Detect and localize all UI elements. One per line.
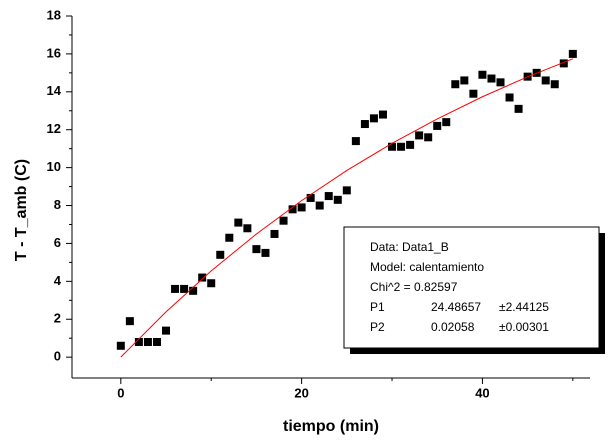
y-tick-label: 14 — [47, 83, 62, 98]
fit-param: ±2.44125 — [499, 300, 549, 314]
fit-chi: Chi^2 = 0.82597 — [370, 280, 458, 294]
fit-box: Data: Data1_B Model: calentamiento Chi^2 =… — [343, 226, 605, 354]
data-point — [207, 279, 216, 288]
data-point — [189, 286, 198, 295]
data-point — [288, 205, 297, 214]
y-tick-label: 8 — [54, 197, 61, 212]
data-point — [125, 317, 134, 326]
fit-box-frame — [343, 226, 600, 349]
fit-model: Model: calentamiento — [370, 260, 484, 274]
data-point — [134, 337, 143, 346]
data-point — [469, 89, 478, 98]
data-point — [487, 74, 496, 83]
y-tick-label: 10 — [47, 159, 61, 174]
data-point — [397, 142, 406, 151]
data-point — [180, 284, 189, 293]
data-point — [279, 216, 288, 225]
data-point — [351, 137, 360, 146]
data-point — [496, 78, 505, 87]
data-point — [451, 80, 460, 89]
x-tick-label: 20 — [294, 385, 308, 400]
data-point — [198, 273, 207, 282]
data-point — [143, 337, 152, 346]
data-point — [324, 192, 333, 201]
fit-param: 0.02058 — [431, 320, 475, 334]
data-point — [360, 120, 369, 129]
x-axis-label: tiempo (min) — [283, 418, 379, 435]
data-point — [162, 326, 171, 335]
data-point — [306, 193, 315, 202]
data-point — [568, 49, 577, 58]
fit-param: P2 — [370, 320, 385, 334]
data-point — [559, 59, 568, 68]
data-point — [369, 114, 378, 123]
data-point — [424, 133, 433, 142]
data-point — [505, 93, 514, 102]
fit-line — [120, 58, 574, 358]
data-point — [297, 203, 306, 212]
data-point — [270, 229, 279, 238]
data-point — [406, 140, 415, 149]
data-point — [378, 110, 387, 119]
data-point — [478, 70, 487, 79]
data-point — [442, 118, 451, 127]
data-point — [388, 142, 397, 151]
y-axis-label: T - T_amb (C) — [13, 159, 30, 261]
data-point — [216, 250, 225, 259]
x-tick-label: 40 — [475, 385, 489, 400]
data-point — [550, 80, 559, 89]
data-point — [243, 224, 252, 233]
fit-param: ±0.00301 — [499, 320, 549, 334]
data-point — [261, 248, 270, 257]
data-point — [152, 337, 161, 346]
data-point — [171, 284, 180, 293]
y-tick-label: 2 — [54, 311, 61, 326]
data-point — [225, 233, 234, 242]
data-point — [433, 121, 442, 130]
x-tick-label: 0 — [117, 385, 124, 400]
data-point — [541, 76, 550, 85]
y-tick-label: 4 — [54, 273, 62, 288]
data-point — [234, 218, 243, 227]
data-point — [460, 76, 469, 85]
data-point — [342, 186, 351, 195]
y-tick-label: 0 — [54, 349, 61, 364]
fit-param: P1 — [370, 300, 385, 314]
data-point — [514, 104, 523, 113]
fit-param: 24.48657 — [431, 300, 481, 314]
y-tick-label: 16 — [47, 45, 61, 60]
data-point — [116, 341, 125, 350]
y-tick-label: 12 — [47, 121, 61, 136]
data-point — [333, 195, 342, 204]
data-point — [415, 131, 424, 140]
data-point — [315, 201, 324, 210]
data-point — [252, 245, 261, 254]
y-tick-label: 6 — [54, 235, 61, 250]
fit-data: Data: Data1_B — [370, 240, 449, 254]
y-tick-label: 18 — [47, 7, 61, 22]
